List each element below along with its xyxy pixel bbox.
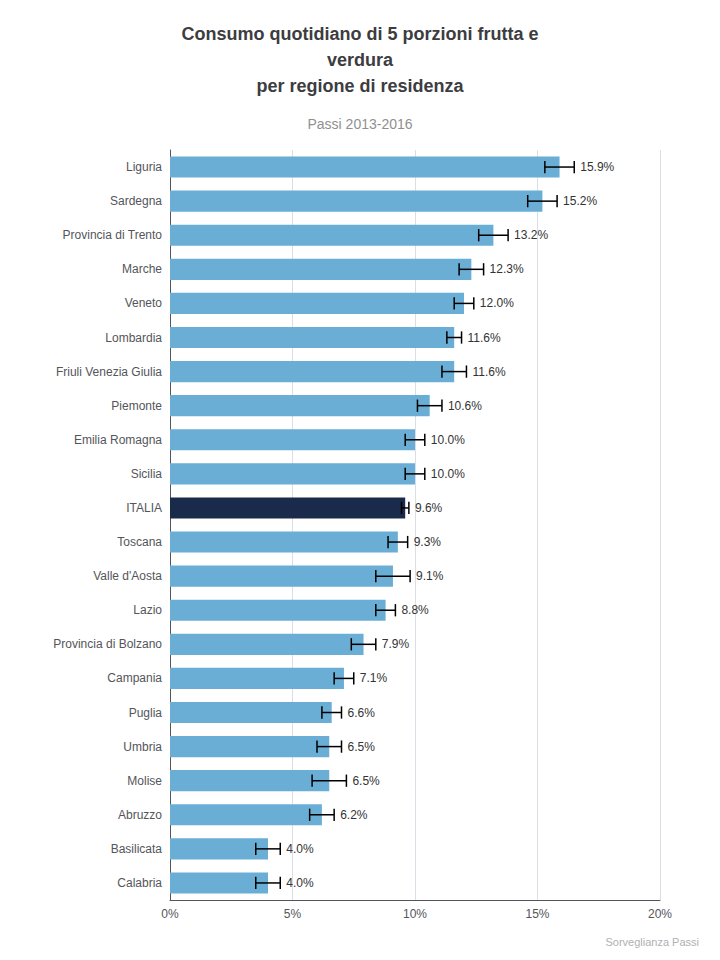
svg-text:6.6%: 6.6%: [348, 706, 376, 720]
svg-text:ITALIA: ITALIA: [126, 501, 162, 515]
svg-text:Friuli Venezia Giulia: Friuli Venezia Giulia: [56, 365, 162, 379]
svg-text:Provincia di Bolzano: Provincia di Bolzano: [53, 637, 162, 651]
svg-text:Sicilia: Sicilia: [131, 467, 163, 481]
svg-text:13.2%: 13.2%: [514, 228, 548, 242]
svg-text:12.3%: 12.3%: [490, 262, 524, 276]
svg-text:11.6%: 11.6%: [472, 365, 505, 379]
svg-text:Passi 2013-2016: Passi 2013-2016: [307, 116, 412, 132]
svg-text:8.8%: 8.8%: [401, 603, 429, 617]
svg-text:20%: 20%: [648, 907, 672, 921]
svg-text:Liguria: Liguria: [126, 160, 162, 174]
svg-text:Sorveglianza Passi: Sorveglianza Passi: [605, 936, 699, 948]
svg-text:verdura: verdura: [327, 50, 394, 70]
svg-text:Lombardia: Lombardia: [105, 331, 162, 345]
svg-text:6.2%: 6.2%: [340, 808, 368, 822]
svg-text:Provincia di Trento: Provincia di Trento: [63, 228, 163, 242]
svg-text:4.0%: 4.0%: [286, 842, 314, 856]
svg-text:9.1%: 9.1%: [416, 569, 444, 583]
svg-text:15.2%: 15.2%: [563, 194, 597, 208]
svg-text:per regione di residenza: per regione di residenza: [256, 76, 464, 96]
svg-text:15.9%: 15.9%: [580, 160, 614, 174]
svg-text:0%: 0%: [161, 907, 179, 921]
svg-text:Valle d'Aosta: Valle d'Aosta: [93, 569, 162, 583]
svg-text:10.0%: 10.0%: [431, 433, 465, 447]
svg-text:6.5%: 6.5%: [352, 774, 380, 788]
svg-text:Molise: Molise: [127, 774, 162, 788]
svg-text:10%: 10%: [403, 907, 427, 921]
svg-text:Sardegna: Sardegna: [110, 194, 162, 208]
svg-text:Piemonte: Piemonte: [111, 399, 162, 413]
svg-text:Umbria: Umbria: [123, 740, 162, 754]
svg-text:Campania: Campania: [107, 671, 162, 685]
svg-text:Abruzzo: Abruzzo: [118, 808, 162, 822]
svg-text:15%: 15%: [525, 907, 549, 921]
svg-text:4.0%: 4.0%: [286, 876, 314, 890]
svg-text:5%: 5%: [284, 907, 302, 921]
svg-text:Consumo quotidiano di 5 porzio: Consumo quotidiano di 5 porzioni frutta …: [182, 24, 539, 44]
svg-text:7.1%: 7.1%: [360, 671, 388, 685]
svg-text:10.0%: 10.0%: [431, 467, 465, 481]
svg-text:9.6%: 9.6%: [415, 501, 443, 515]
svg-text:Toscana: Toscana: [117, 535, 162, 549]
svg-text:Basilicata: Basilicata: [111, 842, 163, 856]
svg-text:12.0%: 12.0%: [480, 296, 514, 310]
svg-text:Emilia Romagna: Emilia Romagna: [74, 433, 162, 447]
svg-text:Puglia: Puglia: [129, 706, 163, 720]
svg-text:9.3%: 9.3%: [414, 535, 442, 549]
svg-text:Veneto: Veneto: [125, 296, 163, 310]
svg-text:10.6%: 10.6%: [448, 399, 482, 413]
svg-text:Lazio: Lazio: [133, 603, 162, 617]
svg-text:Calabria: Calabria: [117, 876, 162, 890]
svg-text:6.5%: 6.5%: [348, 740, 376, 754]
svg-text:11.6%: 11.6%: [468, 331, 501, 345]
svg-text:Marche: Marche: [122, 262, 162, 276]
svg-text:7.9%: 7.9%: [382, 637, 410, 651]
